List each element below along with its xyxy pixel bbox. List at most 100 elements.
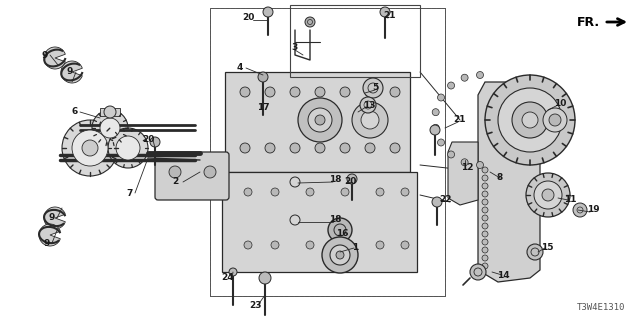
Text: 8: 8 — [497, 173, 503, 182]
Circle shape — [100, 118, 120, 138]
Circle shape — [482, 231, 488, 237]
Circle shape — [482, 215, 488, 221]
Circle shape — [341, 241, 349, 249]
Text: 20: 20 — [242, 13, 254, 22]
Text: T3W4E1310: T3W4E1310 — [577, 303, 625, 312]
Circle shape — [169, 166, 181, 178]
Text: 5: 5 — [372, 84, 378, 92]
Text: 12: 12 — [461, 164, 473, 172]
Circle shape — [290, 87, 300, 97]
Circle shape — [365, 143, 375, 153]
Circle shape — [573, 203, 587, 217]
Circle shape — [361, 111, 379, 129]
Circle shape — [72, 130, 108, 166]
Text: 21: 21 — [454, 116, 467, 124]
Circle shape — [498, 88, 562, 152]
Circle shape — [401, 188, 409, 196]
Wedge shape — [61, 61, 83, 83]
Circle shape — [482, 167, 488, 173]
Circle shape — [390, 143, 400, 153]
Circle shape — [430, 125, 440, 135]
Circle shape — [240, 87, 250, 97]
Bar — [210, 8, 445, 296]
Circle shape — [265, 143, 275, 153]
Circle shape — [376, 241, 384, 249]
Circle shape — [341, 188, 349, 196]
Circle shape — [340, 87, 350, 97]
Circle shape — [401, 241, 409, 249]
Text: 20: 20 — [344, 178, 356, 187]
Circle shape — [432, 197, 442, 207]
Text: FR.: FR. — [577, 15, 600, 28]
Circle shape — [482, 199, 488, 205]
Circle shape — [204, 166, 216, 178]
Text: 1: 1 — [352, 244, 358, 252]
Text: 18: 18 — [329, 175, 341, 185]
Text: 7: 7 — [127, 188, 133, 197]
Circle shape — [352, 102, 388, 138]
Circle shape — [447, 82, 454, 89]
Circle shape — [265, 87, 275, 97]
Circle shape — [305, 17, 315, 27]
Circle shape — [315, 115, 325, 125]
Circle shape — [330, 245, 350, 265]
Text: 21: 21 — [384, 11, 396, 20]
Circle shape — [482, 191, 488, 197]
Circle shape — [244, 241, 252, 249]
Circle shape — [150, 137, 160, 147]
Circle shape — [390, 87, 400, 97]
Circle shape — [482, 175, 488, 181]
Circle shape — [308, 108, 332, 132]
Circle shape — [461, 159, 468, 166]
Bar — [225, 72, 410, 172]
Circle shape — [116, 136, 140, 160]
Circle shape — [432, 109, 439, 116]
Text: 4: 4 — [237, 63, 243, 73]
Circle shape — [482, 223, 488, 229]
Circle shape — [104, 106, 116, 118]
Circle shape — [522, 112, 538, 128]
Circle shape — [360, 97, 376, 113]
Text: 9: 9 — [49, 213, 55, 222]
Circle shape — [82, 140, 98, 156]
Text: 19: 19 — [587, 205, 599, 214]
Circle shape — [438, 139, 445, 146]
Circle shape — [271, 188, 279, 196]
Text: 9: 9 — [67, 68, 73, 76]
Circle shape — [306, 241, 314, 249]
Circle shape — [347, 174, 357, 184]
Circle shape — [482, 247, 488, 253]
Text: 11: 11 — [564, 196, 576, 204]
Text: 9: 9 — [42, 51, 48, 60]
Circle shape — [482, 263, 488, 269]
Circle shape — [298, 98, 342, 142]
Circle shape — [380, 7, 390, 17]
Circle shape — [365, 87, 375, 97]
Circle shape — [244, 188, 252, 196]
Circle shape — [485, 75, 575, 165]
Circle shape — [477, 162, 483, 169]
Polygon shape — [478, 82, 540, 282]
Circle shape — [108, 128, 148, 168]
Text: 17: 17 — [257, 103, 269, 113]
Circle shape — [271, 241, 279, 249]
Circle shape — [340, 143, 350, 153]
Circle shape — [62, 120, 118, 176]
Circle shape — [432, 124, 439, 131]
Text: 20: 20 — [142, 135, 154, 145]
Circle shape — [447, 151, 454, 158]
Circle shape — [482, 183, 488, 189]
Circle shape — [512, 102, 548, 138]
Circle shape — [315, 143, 325, 153]
Circle shape — [461, 74, 468, 81]
Text: 15: 15 — [541, 244, 553, 252]
Circle shape — [263, 7, 273, 17]
Text: 16: 16 — [336, 229, 348, 238]
Circle shape — [470, 264, 486, 280]
Circle shape — [322, 237, 358, 273]
Circle shape — [543, 108, 567, 132]
Circle shape — [527, 244, 543, 260]
Text: 9: 9 — [44, 238, 50, 247]
Text: 2: 2 — [172, 178, 178, 187]
Circle shape — [542, 189, 554, 201]
